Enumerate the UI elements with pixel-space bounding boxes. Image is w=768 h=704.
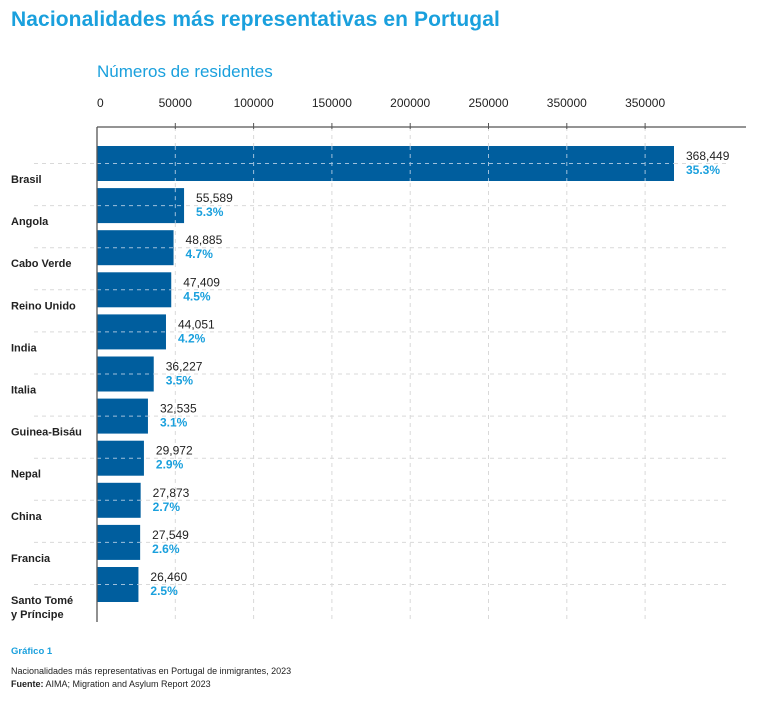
value-label: 368,449 bbox=[686, 149, 730, 163]
value-label: 27,549 bbox=[152, 528, 189, 542]
bar-4 bbox=[97, 272, 172, 308]
value-label: 27,873 bbox=[153, 486, 190, 500]
category-label: Santo Tomé bbox=[11, 595, 73, 607]
value-label: 32,535 bbox=[160, 402, 197, 416]
chart-title: Nacionalidades más representativas en Po… bbox=[11, 8, 500, 31]
value-label: 36,227 bbox=[166, 360, 203, 374]
category-label: y Príncipe bbox=[11, 609, 64, 621]
percentage-label: 4.2% bbox=[178, 331, 206, 345]
value-label: 48,885 bbox=[186, 233, 223, 247]
percentage-label: 2.9% bbox=[156, 458, 184, 472]
category-label: Nepal bbox=[11, 469, 41, 481]
caption-figure-label: Gráfico 1 bbox=[11, 646, 53, 657]
category-label: Reino Unido bbox=[11, 300, 76, 312]
category-label: Angola bbox=[11, 216, 49, 228]
value-label: 26,460 bbox=[150, 570, 187, 584]
percentage-label: 4.7% bbox=[186, 247, 214, 261]
x-tick-label: 200000 bbox=[390, 96, 430, 110]
value-label: 29,972 bbox=[156, 444, 193, 458]
percentage-label: 2.6% bbox=[152, 542, 180, 556]
percentage-label: 4.5% bbox=[183, 289, 211, 303]
bar-3 bbox=[97, 230, 174, 266]
caption-source: Fuente: AIMA; Migration and Asylum Repor… bbox=[11, 679, 211, 689]
x-tick-label: 150000 bbox=[312, 96, 352, 110]
bar-8 bbox=[97, 440, 144, 476]
x-tick-label: 100000 bbox=[234, 96, 274, 110]
category-label: Francia bbox=[11, 553, 51, 565]
x-tick-label: 250000 bbox=[468, 96, 508, 110]
bar-9 bbox=[97, 482, 141, 518]
x-tick-label: 50000 bbox=[159, 96, 193, 110]
percentage-label: 35.3% bbox=[686, 163, 720, 177]
category-label: India bbox=[11, 342, 38, 354]
category-label: Brasil bbox=[11, 174, 42, 186]
x-tick-label: 350000 bbox=[625, 96, 665, 110]
chart-subtitle: Números de residentes bbox=[97, 62, 273, 81]
source-text: AIMA; Migration and Asylum Report 2023 bbox=[43, 679, 211, 689]
percentage-label: 2.5% bbox=[150, 584, 178, 598]
percentage-label: 3.1% bbox=[160, 416, 188, 430]
source-label: Fuente: bbox=[11, 679, 44, 689]
x-tick-label: 0 bbox=[97, 96, 104, 110]
percentage-label: 2.7% bbox=[153, 500, 181, 514]
value-label: 44,051 bbox=[178, 317, 215, 331]
percentage-label: 5.3% bbox=[196, 205, 224, 219]
bar-10 bbox=[97, 524, 141, 560]
category-label: Cabo Verde bbox=[11, 258, 72, 270]
category-label: Italia bbox=[11, 385, 37, 397]
caption-description: Nacionalidades más representativas en Po… bbox=[11, 666, 292, 676]
value-label: 47,409 bbox=[183, 275, 220, 289]
x-tick-label: 350000 bbox=[547, 96, 587, 110]
category-label: Guinea-Bisáu bbox=[11, 427, 82, 439]
percentage-label: 3.5% bbox=[166, 374, 194, 388]
category-label: China bbox=[11, 511, 42, 523]
value-label: 55,589 bbox=[196, 191, 233, 205]
